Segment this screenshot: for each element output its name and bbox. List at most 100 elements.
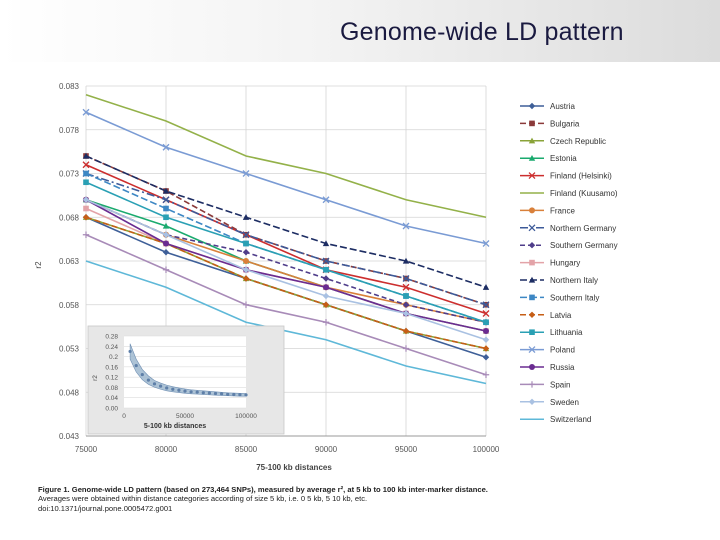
inset-x-tick-label: 0: [122, 413, 126, 420]
y-tick-label: 0.068: [59, 213, 80, 222]
data-point: [82, 231, 90, 238]
inset-y-label: r2: [92, 375, 99, 381]
data-point: [242, 231, 250, 239]
slide-title: Genome-wide LD pattern: [340, 18, 624, 46]
inset-point: [201, 391, 205, 395]
data-point: [482, 371, 490, 378]
legend-label: Northern Italy: [550, 276, 598, 285]
data-point: [242, 249, 250, 256]
data-point: [243, 240, 249, 247]
inset-y-tick-label: 0.28: [105, 334, 118, 341]
data-point: [482, 354, 490, 361]
legend-label: Lithuania: [550, 328, 583, 337]
legend-marker: [528, 172, 536, 180]
series-line: [85, 155, 487, 289]
legend-marker: [528, 276, 536, 283]
legend-item: Austria: [520, 102, 575, 111]
inset-point: [152, 382, 157, 386]
series-line: [85, 216, 487, 350]
series-sweden: [82, 196, 490, 343]
data-point: [402, 345, 410, 352]
legend-label: France: [550, 206, 575, 215]
figure-panel: 0.043 0.048 0.053 0.058 0.063 0.068 0.073 0.078…: [26, 62, 656, 520]
y-axis-label: r2: [34, 261, 43, 269]
data-point: [482, 284, 490, 290]
data-point: [242, 170, 250, 177]
legend: Austria Bulgaria Czech Republic Estonia Finl…: [520, 102, 618, 424]
legend-marker: [528, 242, 536, 249]
data-point: [163, 214, 169, 221]
data-point: [483, 328, 489, 334]
inset-point: [244, 393, 248, 397]
legend-marker: [529, 207, 535, 214]
series-line: [85, 199, 487, 341]
header-band: [0, 0, 720, 62]
figure-caption: Figure 1. Genome-wide LD pattern (based …: [38, 485, 638, 513]
data-point: [322, 196, 330, 204]
legend-item: Bulgaria: [520, 119, 580, 128]
caption-line-1: Figure 1. Genome-wide LD pattern (based …: [38, 485, 638, 494]
inset-point: [171, 387, 175, 391]
inset-point: [134, 363, 138, 368]
legend-marker: [529, 329, 535, 335]
y-tick-label: 0.083: [59, 82, 80, 91]
legend-marker: [528, 224, 536, 232]
inset-x-tick-label: 50000: [176, 413, 194, 420]
legend-label: Southern Italy: [550, 293, 599, 302]
legend-item: Czech Republic: [520, 137, 606, 146]
data-point: [162, 187, 170, 194]
legend-item: Poland: [520, 346, 575, 355]
legend-item: Finland (Helsinki): [520, 172, 612, 181]
series-switzerland: [85, 260, 487, 385]
legend-label: Finland (Helsinki): [550, 172, 612, 181]
data-point: [402, 301, 410, 308]
legend-item: Southern Italy: [520, 293, 599, 302]
data-point: [322, 301, 330, 308]
inset-point: [232, 392, 236, 397]
legend-item: Switzerland: [520, 415, 591, 424]
series-line: [85, 172, 487, 306]
data-point: [163, 205, 169, 212]
legend-item: Lithuania: [520, 328, 583, 337]
y-tick-label: 0.058: [59, 301, 80, 310]
legend-label: Spain: [550, 380, 570, 389]
data-point: [402, 310, 410, 317]
data-point: [482, 240, 490, 247]
caption-label: Figure 1.: [38, 485, 70, 494]
series-poland: [82, 108, 490, 247]
legend-label: Austria: [550, 102, 575, 111]
legend-marker: [528, 381, 536, 388]
inset-chart: 0.00 0.04 0.08 0.12 0.16 0.2 0.24 0.28 0 50000 100…: [87, 325, 285, 435]
legend-marker: [529, 259, 535, 266]
legend-item: Latvia: [520, 311, 572, 320]
data-point: [402, 283, 410, 291]
x-tick-label: 100000: [473, 445, 500, 454]
data-point: [402, 275, 410, 282]
y-tick-label: 0.078: [59, 126, 80, 135]
series-line: [85, 93, 487, 219]
series-line: [85, 111, 487, 245]
legend-label: Latvia: [550, 311, 572, 320]
inset-point: [195, 390, 199, 394]
y-tick-label: 0.043: [59, 432, 80, 441]
data-point: [402, 222, 410, 230]
caption-title: Genome-wide LD pattern (based on 273,464…: [71, 485, 488, 494]
inset-x-tick-label: 100000: [235, 413, 257, 420]
data-point: [162, 143, 170, 151]
legend-marker: [528, 311, 536, 318]
inset-y-tick-label: 0.2: [109, 354, 118, 361]
caption-doi: doi:10.1371/journal.pone.0005472.g001: [38, 503, 173, 513]
inset-point: [177, 388, 181, 392]
data-point: [322, 240, 330, 247]
y-tick-label: 0.063: [59, 257, 80, 266]
series-spain: [82, 231, 490, 378]
data-point: [242, 275, 250, 282]
series-line: [85, 181, 487, 324]
legend-label: Poland: [550, 346, 575, 355]
x-tick-label: 75000: [75, 445, 98, 454]
inset-point: [189, 390, 193, 394]
data-point: [82, 196, 90, 203]
data-point: [482, 336, 490, 343]
inset-y-tick-label: 0.04: [105, 395, 118, 402]
inset-y-tick-label: 0.12: [105, 375, 118, 382]
